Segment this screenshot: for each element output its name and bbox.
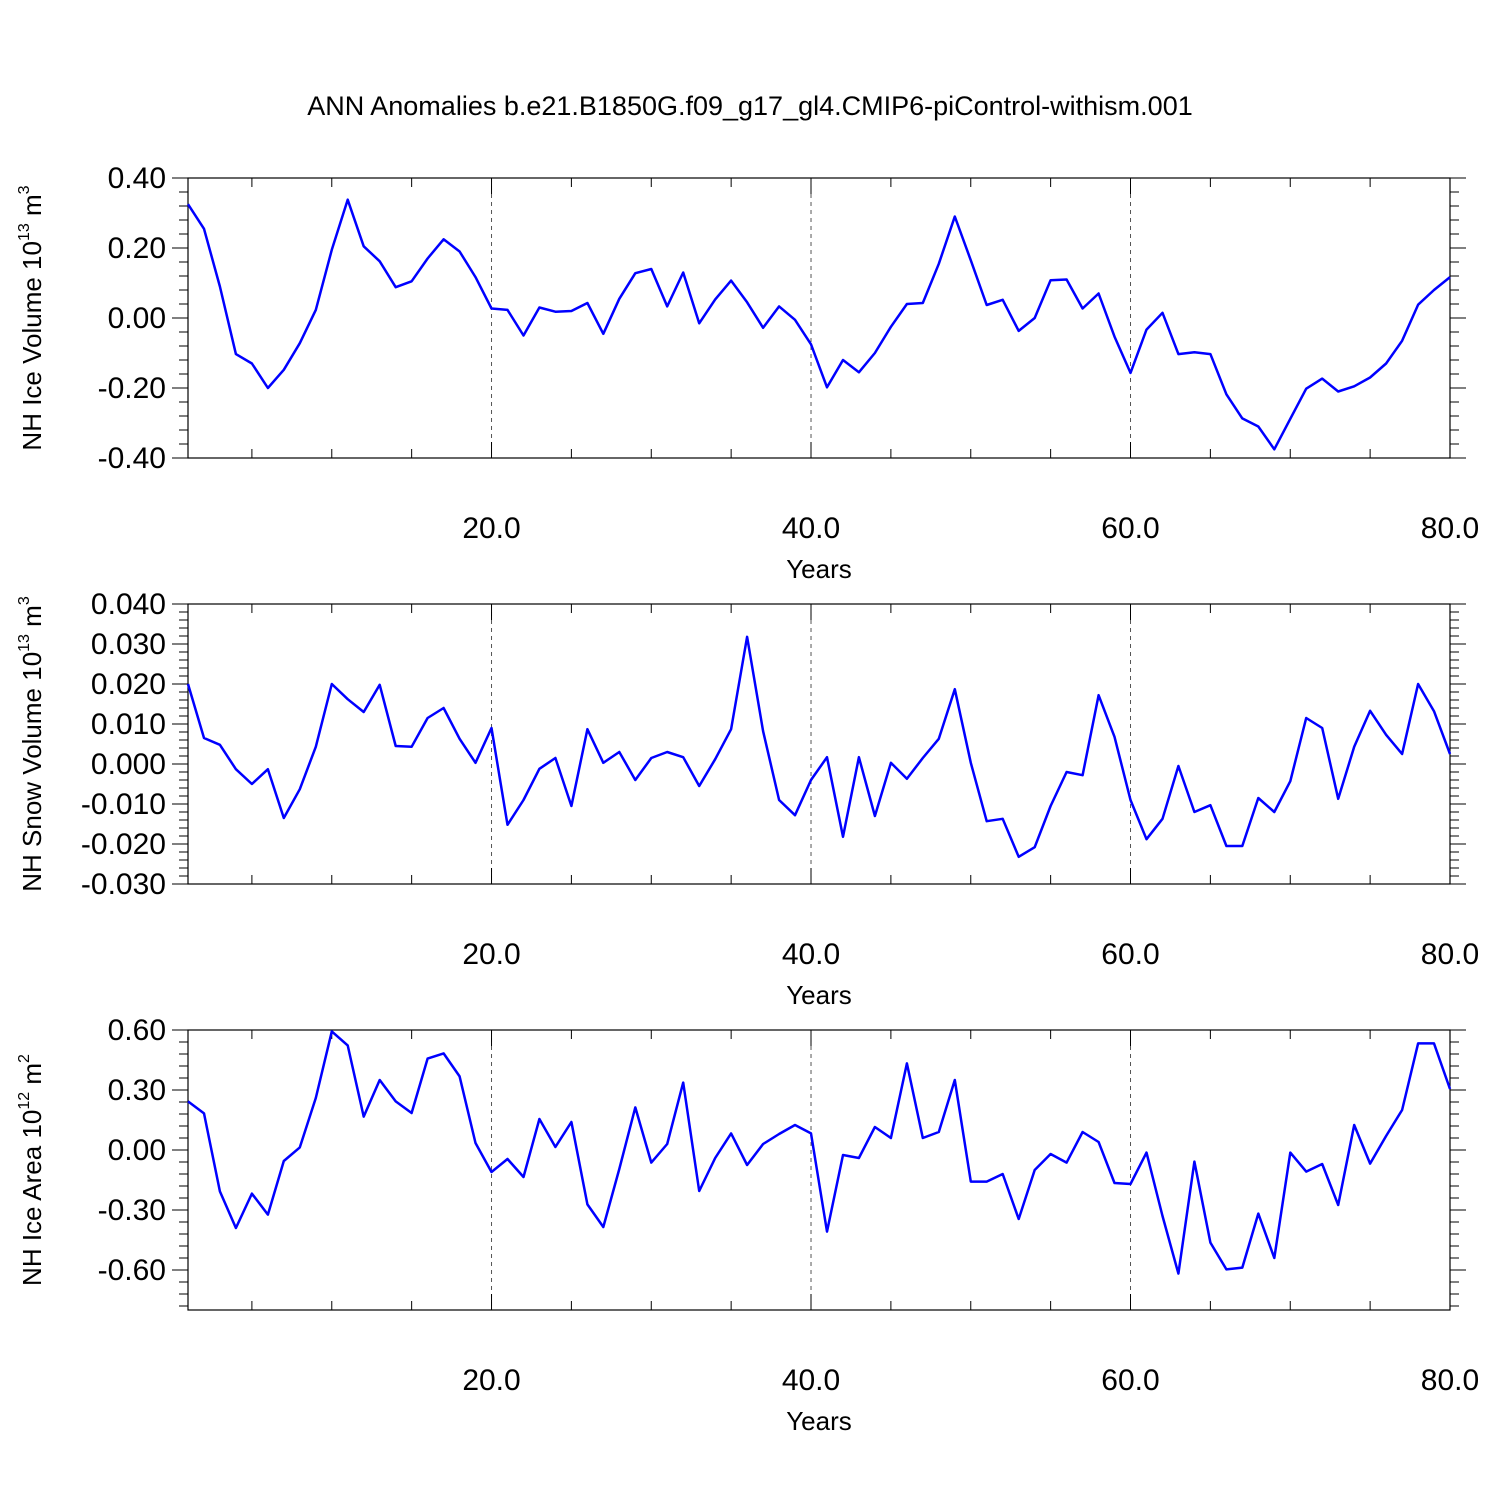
- y-tick-label: 0.010: [91, 708, 166, 741]
- x-axis-title: Years: [786, 1406, 852, 1436]
- series-line: [186, 198, 1451, 451]
- y-axis-title-part: NH Ice Area 10: [17, 1110, 47, 1286]
- y-axis-title-superscript: 2: [16, 1054, 33, 1063]
- x-tick-label: 60.0: [1101, 512, 1159, 545]
- y-tick-label: 0.040: [91, 588, 166, 621]
- x-axis-title: Years: [786, 554, 852, 584]
- x-tick-label: 20.0: [462, 938, 520, 971]
- y-tick-label: -0.40: [98, 442, 166, 475]
- y-tick-label: 0.20: [108, 232, 166, 265]
- x-tick-label: 60.0: [1101, 938, 1159, 971]
- x-tick-label: 40.0: [782, 512, 840, 545]
- y-axis-title-superscript: 12: [16, 1092, 33, 1110]
- y-tick-label: 0.00: [108, 1134, 166, 1167]
- series-line: [187, 1030, 1452, 1275]
- x-tick-label: 20.0: [462, 512, 520, 545]
- x-tick-label: 40.0: [782, 938, 840, 971]
- x-tick-label: 80.0: [1421, 938, 1479, 971]
- x-tick-label: 20.0: [462, 1364, 520, 1397]
- x-axis-title: Years: [786, 980, 852, 1010]
- y-axis-title-superscript: 13: [16, 634, 33, 652]
- y-axis-title: NH Ice Area 1012 m2: [16, 1054, 47, 1286]
- y-axis-title-superscript: 3: [16, 596, 33, 605]
- y-tick-label: -0.20: [98, 372, 166, 405]
- y-axis-title-superscript: 3: [16, 185, 33, 194]
- y-axis-title-part: m: [17, 1063, 47, 1092]
- y-tick-label: -0.30: [98, 1194, 166, 1227]
- y-tick-label: -0.010: [81, 788, 166, 821]
- panel-2: -0.030 -0.020 -0.010 0.000 0.010 0.020 0.030 0.…: [16, 588, 1479, 1010]
- y-tick-label: 0.00: [108, 302, 166, 335]
- y-tick-label: 0.000: [91, 748, 166, 781]
- y-tick-label: 0.30: [108, 1074, 166, 1107]
- y-axis-title: NH Ice Volume 1013 m3: [16, 185, 47, 450]
- plot-frame: [187, 1029, 1451, 1311]
- y-axis-title-superscript: 13: [16, 223, 33, 241]
- y-tick-label: -0.60: [98, 1254, 166, 1287]
- panel-1: -0.40 -0.20 0.00 0.20 0.40 20.0 40.0 60.0 80.0 Ye…: [16, 162, 1479, 584]
- x-tick-label: 80.0: [1421, 512, 1479, 545]
- y-tick-label: 0.40: [108, 162, 166, 195]
- y-tick-label: 0.60: [108, 1014, 166, 1047]
- x-tick-label: 60.0: [1101, 1364, 1159, 1397]
- plot-frame: [187, 177, 1451, 459]
- y-axis-title: NH Snow Volume 1013 m3: [16, 596, 47, 892]
- series-line: [186, 635, 1452, 859]
- y-axis-title-part: m: [17, 194, 47, 223]
- panel-3: -0.60 -0.30 0.00 0.30 0.60 20.0 40.0 60.0 80.0 Ye…: [16, 1014, 1479, 1436]
- y-tick-label: 0.020: [91, 668, 166, 701]
- chart-title: ANN Anomalies b.e21.B1850G.f09_g17_gl4.C…: [307, 91, 1192, 121]
- x-tick-label: 80.0: [1421, 1364, 1479, 1397]
- y-tick-label: -0.030: [81, 868, 166, 901]
- y-axis-title-part: NH Ice Volume 10: [17, 241, 47, 451]
- y-tick-label: -0.020: [81, 828, 166, 861]
- y-axis-title-part: NH Snow Volume 10: [17, 652, 47, 892]
- plot-frame: [187, 603, 1451, 885]
- y-axis-title-part: m: [17, 605, 47, 634]
- y-tick-label: 0.030: [91, 628, 166, 661]
- panels-layer: -0.40 -0.20 0.00 0.20 0.40 20.0 40.0 60.0 80.0 Ye…: [16, 162, 1479, 1436]
- x-tick-label: 40.0: [782, 1364, 840, 1397]
